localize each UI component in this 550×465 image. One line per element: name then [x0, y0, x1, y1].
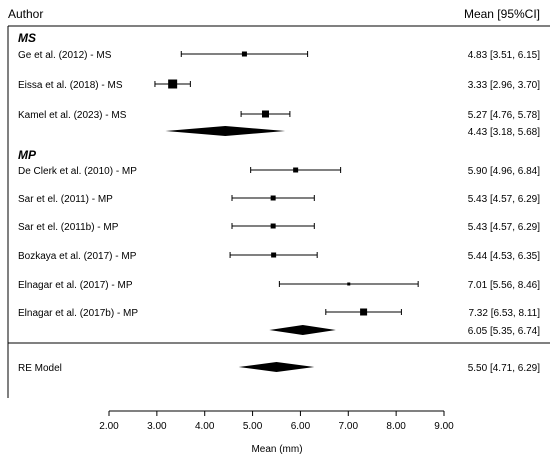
- study-point: [270, 223, 276, 229]
- summary-ci-text: 4.43 [3.18, 5.68]: [468, 127, 541, 138]
- study-ci-text: 4.83 [3.51, 6.15]: [468, 50, 541, 61]
- group-label-mp: MP: [18, 148, 37, 162]
- x-tick-label: 6.00: [291, 421, 311, 432]
- x-tick-label: 2.00: [99, 421, 119, 432]
- study-point: [241, 51, 247, 57]
- study-label: Elnagar et al. (2017b) - MP: [18, 308, 138, 319]
- study-ci-text: 7.01 [5.56, 8.46]: [468, 280, 541, 291]
- study-point: [261, 110, 269, 118]
- study-point: [271, 252, 277, 258]
- study-point: [347, 282, 351, 286]
- group-label-ms: MS: [18, 31, 36, 45]
- x-tick-label: 4.00: [195, 421, 215, 432]
- study-point: [168, 79, 178, 89]
- study-ci-text: 5.44 [4.53, 6.35]: [468, 251, 541, 262]
- study-ci-text: 5.43 [4.57, 6.29]: [468, 194, 541, 205]
- study-point: [270, 195, 276, 201]
- header-mean-ci: Mean [95%CI]: [464, 7, 540, 21]
- study-label: De Clerk et al. (2010) - MP: [18, 166, 137, 177]
- overall-label: RE Model: [18, 363, 62, 374]
- header-author: Author: [8, 7, 43, 21]
- study-label: Bozkaya et al. (2017) - MP: [18, 251, 137, 262]
- overall-diamond: [238, 362, 315, 372]
- study-label: Sar et el. (2011b) - MP: [18, 222, 119, 233]
- x-tick-label: 7.00: [339, 421, 359, 432]
- study-point: [293, 167, 299, 173]
- study-ci-text: 5.90 [4.96, 6.84]: [468, 166, 541, 177]
- summary-ci-text: 6.05 [5.35, 6.74]: [468, 326, 541, 337]
- x-tick-label: 8.00: [386, 421, 406, 432]
- x-axis-label: Mean (mm): [251, 444, 302, 455]
- overall-ci-text: 5.50 [4.71, 6.29]: [468, 363, 541, 374]
- summary-diamond-ms: [165, 126, 286, 136]
- x-axis: 2.00 3.00 4.00 5.00 6.00 7.00 8.00 9.00: [99, 410, 454, 432]
- study-ci-text: 7.32 [6.53, 8.11]: [468, 308, 540, 319]
- study-label: Eissa et al. (2018) - MS: [18, 80, 123, 91]
- study-ci-text: 5.27 [4.76, 5.78]: [468, 110, 541, 121]
- study-ci-text: 5.43 [4.57, 6.29]: [468, 222, 541, 233]
- study-label: Sar et el. (2011) - MP: [18, 194, 113, 205]
- study-label: Elnagar et al. (2017) - MP: [18, 280, 133, 291]
- x-tick-label: 5.00: [243, 421, 263, 432]
- x-tick-label: 3.00: [147, 421, 167, 432]
- study-ci-text: 3.33 [2.96, 3.70]: [468, 80, 541, 91]
- study-label: Ge et al. (2012) - MS: [18, 50, 112, 61]
- summary-diamond-mp: [269, 325, 336, 335]
- study-label: Kamel et al. (2023) - MS: [18, 110, 127, 121]
- forest-rows: MS Ge et al. (2012) - MS 4.83 [3.51, 6.15]…: [18, 31, 540, 374]
- x-tick-label: 9.00: [434, 421, 454, 432]
- study-point: [360, 308, 368, 316]
